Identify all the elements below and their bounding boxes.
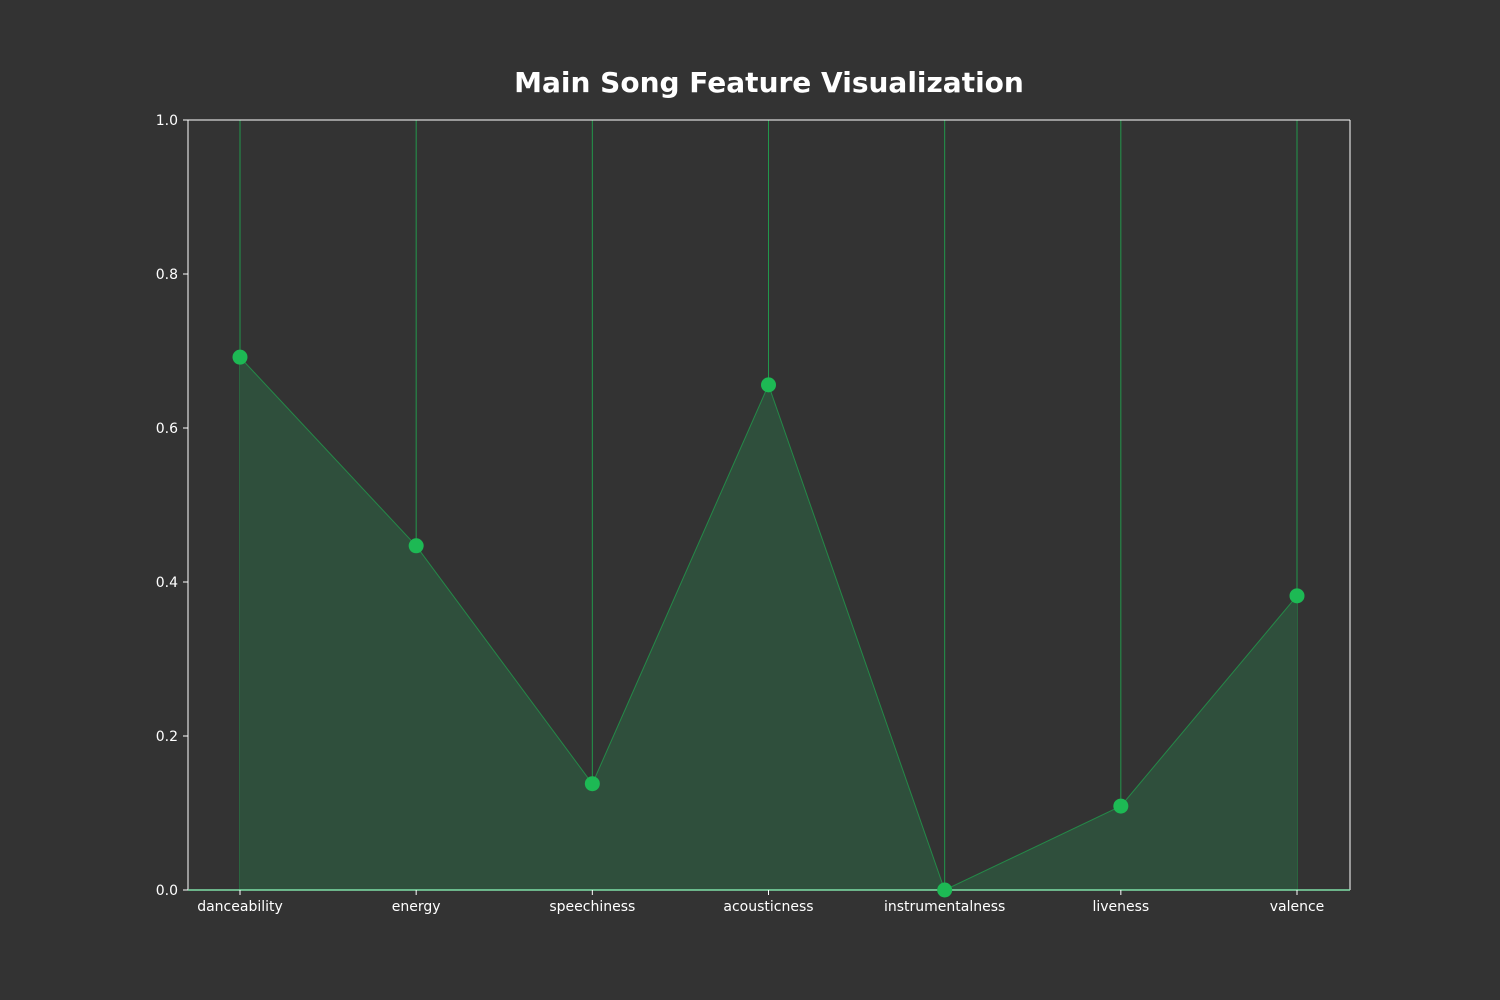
data-point-energy <box>408 538 424 554</box>
plot-area: 0.0 0.2 0.4 0.6 0.8 1.0 danceability energy spee… <box>156 113 1351 915</box>
y-tick-label: 0.0 <box>156 883 178 899</box>
y-tick-label: 0.2 <box>156 729 178 745</box>
y-tick-label: 1.0 <box>156 113 178 129</box>
x-tick-label-valence: valence <box>1270 899 1325 915</box>
data-point-danceability <box>232 349 248 365</box>
y-tick-label: 0.6 <box>156 421 178 437</box>
series-area <box>240 357 1297 890</box>
x-tick-label-danceability: danceability <box>197 899 283 915</box>
data-point-instrumentalness <box>937 882 953 898</box>
x-tick-label-speechiness: speechiness <box>549 899 635 915</box>
data-point-valence <box>1289 588 1305 604</box>
x-tick-label-acousticness: acousticness <box>723 899 813 915</box>
x-tick-label-energy: energy <box>392 899 441 915</box>
data-point-acousticness <box>761 377 776 393</box>
y-tick-label: 0.4 <box>156 575 178 591</box>
x-tick-label-instrumentalness: instrumentalness <box>884 899 1005 915</box>
chart-title: Main Song Feature Visualization <box>514 66 1024 99</box>
y-tick-label: 0.8 <box>156 267 178 283</box>
x-tick-label-liveness: liveness <box>1092 899 1149 915</box>
data-point-liveness <box>1113 798 1129 814</box>
data-point-speechiness <box>584 776 600 792</box>
